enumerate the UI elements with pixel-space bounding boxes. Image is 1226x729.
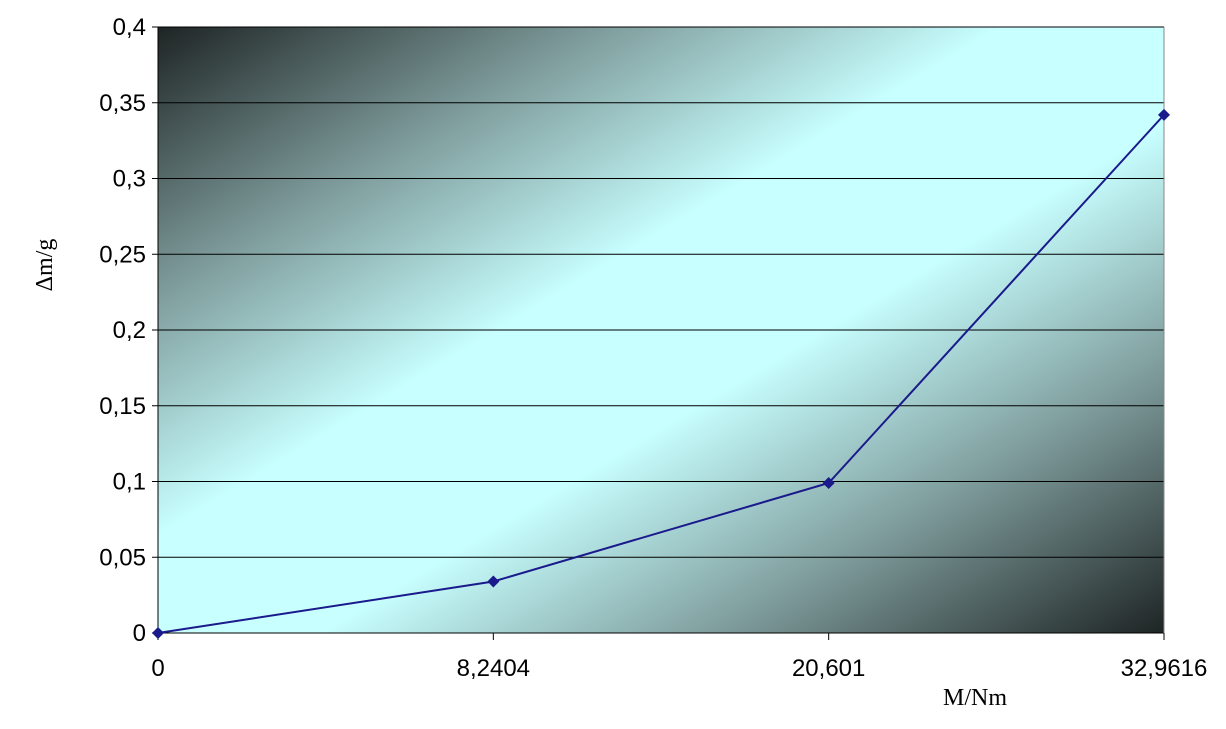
- y-tick-label: 0,1: [113, 469, 146, 496]
- x-axis-title: M/Nm: [943, 685, 1007, 711]
- y-tick-label: 0,2: [113, 317, 146, 344]
- x-tick-label: 32,9616: [1121, 655, 1208, 682]
- data-point-marker: [487, 575, 500, 588]
- y-tick-label: 0,15: [99, 393, 146, 420]
- y-tick-label: 0: [133, 620, 146, 647]
- data-point-marker: [1158, 108, 1170, 121]
- y-axis-title: Δm/g: [32, 239, 58, 292]
- x-tick-label: 0: [151, 655, 164, 682]
- x-tick-label: 20,601: [792, 655, 865, 682]
- data-point-marker: [822, 477, 835, 490]
- series-line: [157, 114, 1165, 634]
- x-tick-label: 8,2404: [457, 655, 530, 682]
- series-group: [152, 108, 1170, 639]
- y-tick-label: 0,25: [99, 241, 146, 268]
- y-tick-label: 0,3: [113, 166, 146, 193]
- y-tick-labels: 0 0,05 0,1 0,15 0,2 0,25 0,3 0,35 0,4: [99, 14, 146, 647]
- gridlines: [152, 26, 1165, 640]
- y-tick-label: 0,4: [113, 14, 146, 41]
- y-tick-label: 0,05: [99, 544, 146, 571]
- y-tick-label: 0,35: [99, 90, 146, 117]
- data-point-marker: [152, 627, 164, 639]
- x-tick-labels: 0 8,2404 20,601 32,9616: [151, 655, 1207, 682]
